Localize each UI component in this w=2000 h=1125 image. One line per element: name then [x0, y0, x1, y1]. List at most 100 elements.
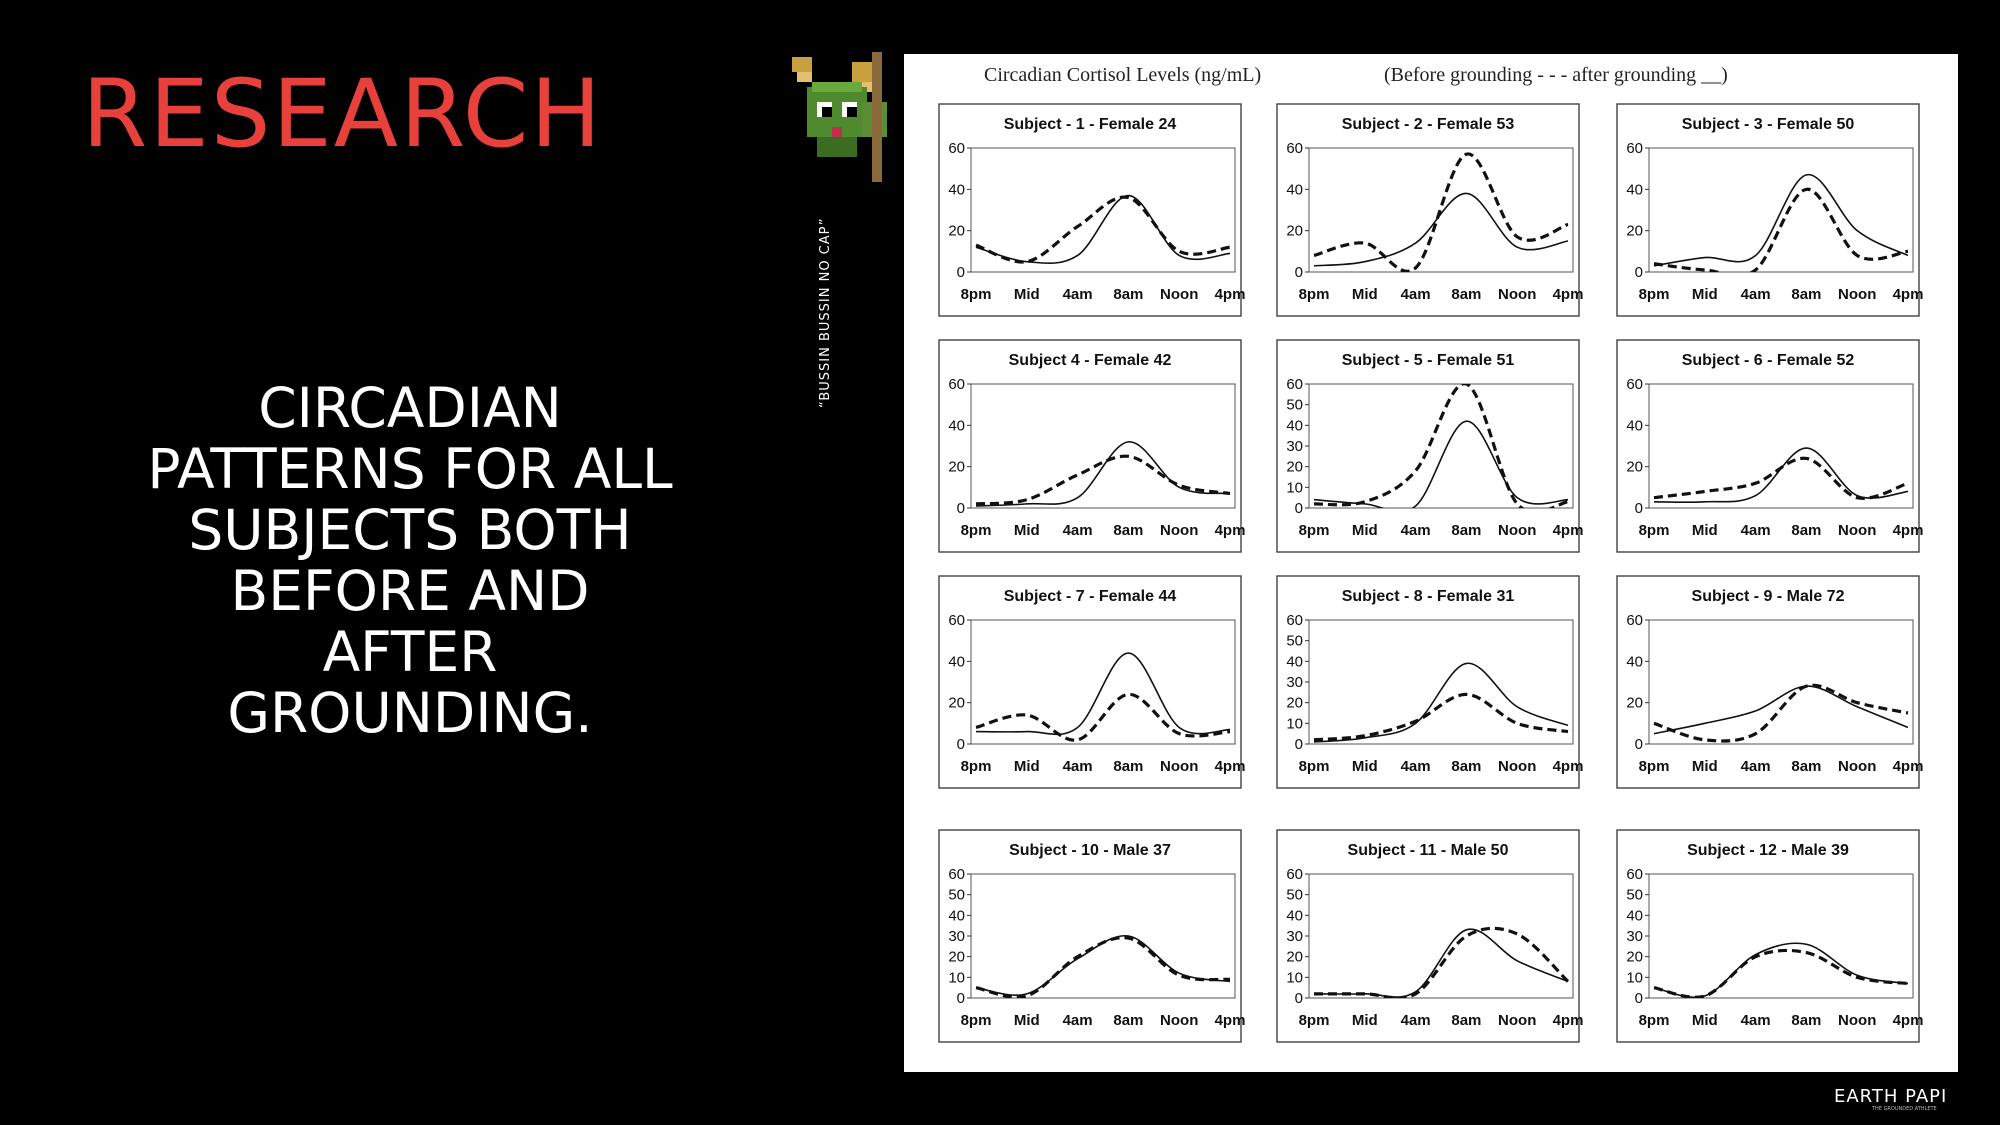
y-tick-label: 40	[948, 653, 965, 670]
chart-panel-5: Subject - 5 - Female 51 0 10 20 30 40 50 60 8pm M…	[1276, 339, 1583, 553]
cortisol-charts-svg: Circadian Cortisol Levels (ng/mL) (Befor…	[938, 64, 1924, 1043]
y-tick-label: 40	[1626, 417, 1643, 434]
chart-panel-7: Subject - 7 - Female 44 0 20 40 60 8pm Mid 4am 8…	[938, 575, 1246, 789]
y-tick-label: 40	[1286, 907, 1303, 924]
slide-description: CIRCADIAN PATTERNS FOR ALL SUBJECTS BOTH…	[147, 376, 673, 745]
x-tick-label: 4pm	[1215, 522, 1246, 539]
x-tick-label: Noon	[1838, 522, 1876, 539]
y-tick-label: 20	[1286, 459, 1303, 476]
x-tick-label: 4pm	[1893, 286, 1924, 303]
y-tick-label: 10	[1286, 479, 1303, 496]
x-tick-label: 4am	[1401, 758, 1431, 775]
chart-title: Subject - 6 - Female 52	[1682, 352, 1855, 369]
y-tick-label: 20	[1626, 949, 1643, 966]
x-tick-label: 8pm	[961, 758, 992, 775]
y-tick-label: 10	[948, 969, 965, 986]
series-after-grounding-line	[1653, 942, 1909, 998]
x-tick-label: 8am	[1113, 758, 1143, 775]
chart-title: Subject - 9 - Male 72	[1692, 588, 1845, 605]
y-tick-label: 40	[948, 181, 965, 198]
x-tick-label: 4am	[1741, 286, 1771, 303]
y-tick-label: 60	[1286, 612, 1303, 629]
chart-frame	[938, 575, 1242, 789]
chart-title: Subject - 8 - Female 31	[1342, 588, 1515, 605]
plot-area	[1648, 619, 1914, 745]
x-tick-label: Mid	[1692, 1012, 1718, 1029]
y-tick-label: 0	[1295, 736, 1303, 753]
x-tick-label: Noon	[1498, 1012, 1536, 1029]
chart-title: Subject - 12 - Male 39	[1687, 842, 1849, 859]
y-tick-label: 10	[1286, 715, 1303, 732]
x-tick-label: 4pm	[1553, 286, 1584, 303]
x-tick-label: 8am	[1451, 1012, 1481, 1029]
x-tick-label: 8am	[1791, 286, 1821, 303]
y-tick-label: 40	[1286, 417, 1303, 434]
x-tick-label: Noon	[1160, 286, 1198, 303]
y-tick-label: 0	[1635, 990, 1643, 1007]
series-before-grounding-line	[1313, 692, 1569, 742]
chart-frame	[1616, 575, 1920, 789]
y-tick-label: 10	[1626, 969, 1643, 986]
x-tick-label: Mid	[1692, 522, 1718, 539]
y-tick-label: 30	[1286, 928, 1303, 945]
chart-title: Subject - 3 - Female 50	[1682, 116, 1855, 133]
x-tick-label: 4am	[1063, 286, 1093, 303]
y-tick-label: 0	[957, 264, 965, 281]
chart-panel-8: Subject - 8 - Female 31 0 10 20 30 40 50 60 8pm M…	[1276, 575, 1583, 789]
x-tick-label: 4pm	[1893, 1012, 1924, 1029]
x-tick-label: Mid	[1692, 286, 1718, 303]
y-tick-label: 0	[1295, 990, 1303, 1007]
x-tick-label: 8pm	[961, 1012, 992, 1029]
x-tick-label: Mid	[1014, 758, 1040, 775]
chart-panel-9: Subject - 9 - Male 72 0 20 40 60 8pm Mid 4am 8am…	[1616, 575, 1923, 789]
y-tick-label: 10	[1286, 969, 1303, 986]
y-tick-label: 30	[1626, 928, 1643, 945]
y-tick-label: 30	[948, 928, 965, 945]
series-before-grounding-line	[975, 195, 1231, 264]
chart-frame	[1276, 103, 1580, 317]
y-tick-label: 40	[1626, 907, 1643, 924]
chart-frame	[1276, 829, 1580, 1043]
y-tick-label: 40	[948, 907, 965, 924]
vertical-caption: “BUSSIN BUSSIN NO CAP”	[818, 217, 833, 408]
x-tick-label: Noon	[1160, 758, 1198, 775]
plot-area	[1308, 147, 1574, 273]
y-tick-label: 60	[948, 140, 965, 157]
chart-frame	[1616, 103, 1920, 317]
x-tick-label: 4pm	[1215, 758, 1246, 775]
x-tick-label: 8am	[1113, 522, 1143, 539]
plot-area	[970, 147, 1236, 273]
x-tick-label: 8pm	[961, 522, 992, 539]
x-tick-label: 4am	[1401, 1012, 1431, 1029]
series-before-grounding-line	[975, 692, 1231, 742]
chart-frame	[1616, 339, 1920, 553]
y-tick-label: 20	[948, 695, 965, 712]
y-tick-label: 0	[1635, 264, 1643, 281]
series-after-grounding-line	[975, 935, 1231, 996]
series-after-grounding-line	[1653, 174, 1909, 267]
chart-panel-3: Subject - 3 - Female 50 0 20 40 60 8pm Mid 4am 8…	[1616, 103, 1924, 317]
y-tick-label: 50	[1286, 633, 1303, 650]
x-tick-label: Noon	[1838, 286, 1876, 303]
x-tick-label: Mid	[1352, 286, 1378, 303]
series-after-grounding-line	[1653, 685, 1909, 735]
y-tick-label: 60	[1286, 866, 1303, 883]
chart-frame	[1276, 339, 1580, 553]
chart-panel-1: Subject - 1 - Female 24 0 20 40 60 8pm Mid 4am 8…	[938, 103, 1245, 317]
y-tick-label: 50	[948, 887, 965, 904]
x-tick-label: 4am	[1741, 758, 1771, 775]
y-tick-label: 0	[1295, 500, 1303, 517]
chart-frame	[938, 829, 1242, 1043]
chart-frame	[1616, 829, 1920, 1043]
y-tick-label: 0	[957, 500, 965, 517]
x-tick-label: 8pm	[1299, 286, 1330, 303]
x-tick-label: Mid	[1352, 758, 1378, 775]
series-after-grounding-line	[1313, 420, 1569, 508]
x-tick-label: 8pm	[1639, 286, 1670, 303]
chart-panel-4: Subject 4 - Female 42 0 20 40 60 8pm Mid 4am 8am…	[938, 339, 1246, 553]
y-tick-label: 20	[948, 223, 965, 240]
x-tick-label: Mid	[1014, 1012, 1040, 1029]
y-tick-label: 40	[1286, 181, 1303, 198]
x-tick-label: 4am	[1741, 1012, 1771, 1029]
y-tick-label: 40	[1286, 653, 1303, 670]
